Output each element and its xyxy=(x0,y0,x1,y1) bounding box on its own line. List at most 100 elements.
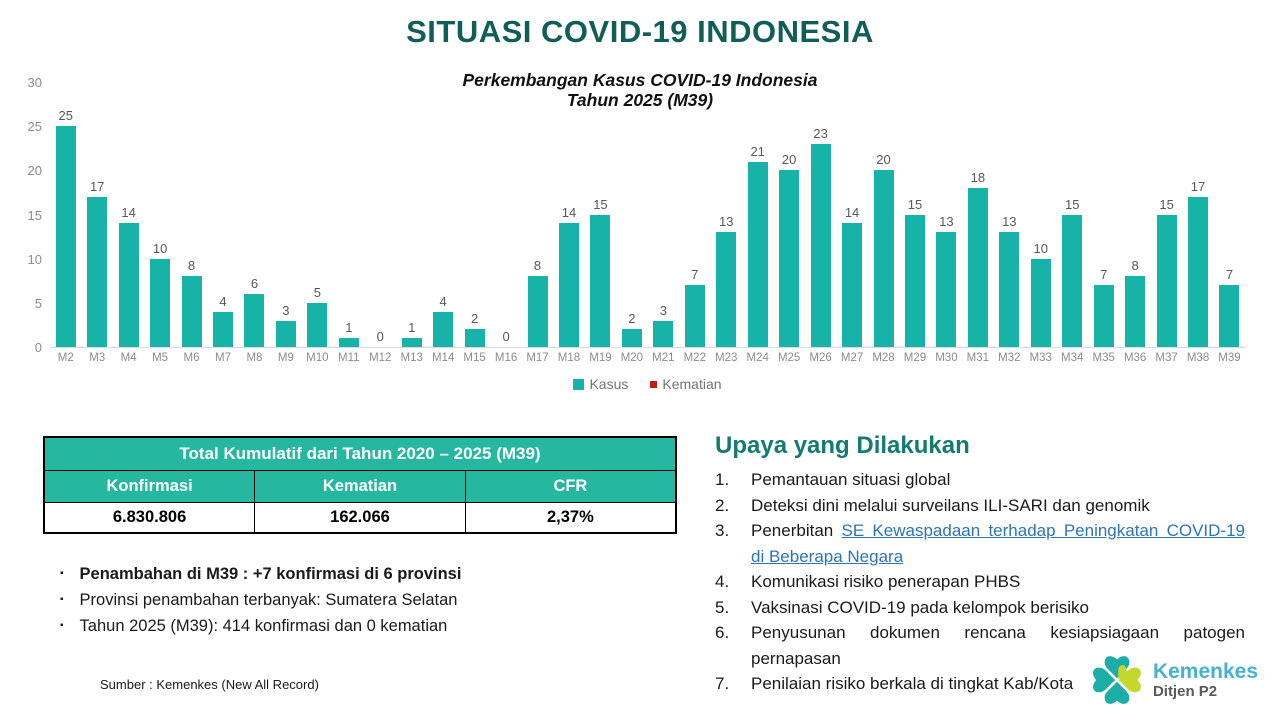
bar-group: 18 xyxy=(962,83,993,347)
item-text: Penyusunan dokumen rencana kesiapsiagaan… xyxy=(751,623,1245,668)
bar-group: 23 xyxy=(805,83,836,347)
kasus-bar xyxy=(1093,285,1114,347)
x-axis-label: M5 xyxy=(152,352,169,364)
kasus-bar xyxy=(967,188,988,347)
bar-group: 4 xyxy=(207,83,238,347)
bar-group: 15 xyxy=(1151,83,1182,347)
bar-group: 13 xyxy=(931,83,962,347)
se-kewaspadaan-link[interactable]: SE Kewaspadaan terhadap Peningkatan COVI… xyxy=(751,521,1246,566)
kasus-bar xyxy=(653,320,674,347)
bar-value-label: 2 xyxy=(628,311,636,327)
bar-group: 2 xyxy=(616,83,647,347)
bar-value-label: 13 xyxy=(719,214,734,230)
kemenkes-logo-text: Kemenkes Ditjen P2 xyxy=(1153,660,1258,700)
x-axis-label: M37 xyxy=(1155,352,1178,364)
bar-value-label: 0 xyxy=(376,329,384,344)
item-number: 3. xyxy=(715,521,730,540)
x-axis-label: M15 xyxy=(463,352,486,364)
kematian-legend-label: Kematian xyxy=(662,376,722,392)
bar-value-label: 14 xyxy=(561,205,577,221)
kasus-bar xyxy=(87,196,108,347)
x-axis-label: M3 xyxy=(89,352,106,364)
bar-group: 1 xyxy=(396,83,427,347)
bar-group: 17 xyxy=(81,83,112,347)
x-axis-label: M8 xyxy=(246,352,263,364)
bar-group: 8 xyxy=(176,83,207,347)
kasus-bar xyxy=(1062,214,1083,347)
kasus-bar xyxy=(181,276,202,347)
bar-value-label: 7 xyxy=(1225,267,1234,283)
kasus-bar xyxy=(999,232,1020,347)
legend-item-kematian: Kematian xyxy=(650,376,722,392)
bar-group: 15 xyxy=(899,83,930,347)
x-axis-label: M29 xyxy=(903,352,927,364)
bar-group: 4 xyxy=(427,83,458,347)
bar-group: 25 xyxy=(50,83,81,347)
kasus-bar xyxy=(401,338,422,347)
bar-group: 6 xyxy=(239,83,270,347)
highlights-list: ▪ Penambahan di M39 : +7 konfirmasi di 6… xyxy=(60,561,670,639)
bar-value-label: 18 xyxy=(970,170,986,185)
bar-value-label: 17 xyxy=(89,178,105,194)
covid-bar-chart: Perkembangan Kasus COVID-19 Indonesia Ta… xyxy=(20,70,1260,392)
kasus-bar xyxy=(716,232,737,347)
bar-value-label: 7 xyxy=(1100,267,1108,283)
bar-value-label: 15 xyxy=(907,196,923,212)
table-title: Total Kumulatif dari Tahun 2020 – 2025 (… xyxy=(43,436,677,471)
bar-value-label: 10 xyxy=(1033,240,1048,256)
source-note: Sumber : Kemenkes (New All Record) xyxy=(100,677,319,692)
x-axis-label: M16 xyxy=(494,352,518,364)
bar-value-label: 20 xyxy=(781,152,797,168)
kasus-bar xyxy=(936,232,957,347)
chart-plot-area: 0 5 10 15 20 25 30 25 17 14 10 8 4 6 3 5 1 0 1 4 2 0 8 14 15 2 3 7… xyxy=(28,75,1245,355)
kasus-bar xyxy=(275,320,296,347)
list-item: 7. Penilaian risiko berkala di tingkat K… xyxy=(715,671,1245,697)
kasus-bar xyxy=(464,329,485,347)
bar-value-label: 5 xyxy=(313,284,321,300)
kasus-bar xyxy=(1156,214,1177,347)
list-item: 5. Vaksinasi COVID-19 pada kelompok beri… xyxy=(715,595,1245,621)
x-axis-label: M18 xyxy=(557,352,581,364)
bar-value-label: 13 xyxy=(1002,214,1017,230)
kasus-bar xyxy=(1030,258,1051,347)
bar-group: 13 xyxy=(994,83,1025,347)
bullet-text: Provinsi penambahan terbanyak: Sumatera … xyxy=(79,591,458,609)
x-axis-labels: M2 M3 M4 M5 M6 M7 M8 M9 M10 M11 M12 M13 M14 M15 M16 M17… xyxy=(50,352,1245,364)
x-axis-label: M17 xyxy=(526,352,549,364)
table-header-konfirmasi: Konfirmasi xyxy=(43,469,256,503)
kasus-bar xyxy=(747,161,768,347)
bar-group: 7 xyxy=(1214,83,1245,347)
bar-value-label: 13 xyxy=(939,214,954,230)
bar-group: 0 xyxy=(490,83,521,347)
x-axis-label: M13 xyxy=(400,352,423,364)
bar-group: 7 xyxy=(679,83,710,347)
x-axis-label: M33 xyxy=(1029,352,1052,364)
bar-value-label: 6 xyxy=(250,276,259,291)
x-axis-label: M38 xyxy=(1186,352,1210,364)
item-text: Komunikasi risiko penerapan PHBS xyxy=(751,572,1021,591)
y-tick-label: 25 xyxy=(27,119,42,135)
item-number: 6. xyxy=(715,623,730,642)
bar-group: 15 xyxy=(585,83,616,347)
kasus-bar xyxy=(338,338,359,347)
bar-value-label: 15 xyxy=(1159,196,1174,212)
bar-group: 20 xyxy=(773,83,804,347)
chart-legend: Kasus Kematian xyxy=(50,376,1245,392)
bar-group: 1 xyxy=(333,83,364,347)
bar-group: 20 xyxy=(868,83,899,347)
bar-group: 3 xyxy=(270,83,301,347)
list-item: 3. Penerbitan SE Kewaspadaan terhadap Pe… xyxy=(715,518,1245,569)
x-axis-label: M25 xyxy=(777,352,801,364)
item-text: Deteksi dini melalui surveilans ILI-SARI… xyxy=(751,495,1150,515)
kasus-legend-label: Kasus xyxy=(589,376,629,392)
bar-value-label: 20 xyxy=(876,152,891,168)
x-axis-label: M28 xyxy=(872,352,895,364)
bar-group: 14 xyxy=(836,83,867,347)
x-axis-label: M21 xyxy=(652,352,675,364)
upaya-heading: Upaya yang Dilakukan xyxy=(715,432,970,459)
bar-group: 10 xyxy=(1025,83,1056,347)
kasus-bar xyxy=(307,302,328,347)
bar-value-label: 2 xyxy=(471,311,479,327)
item-number: 2. xyxy=(715,495,730,515)
